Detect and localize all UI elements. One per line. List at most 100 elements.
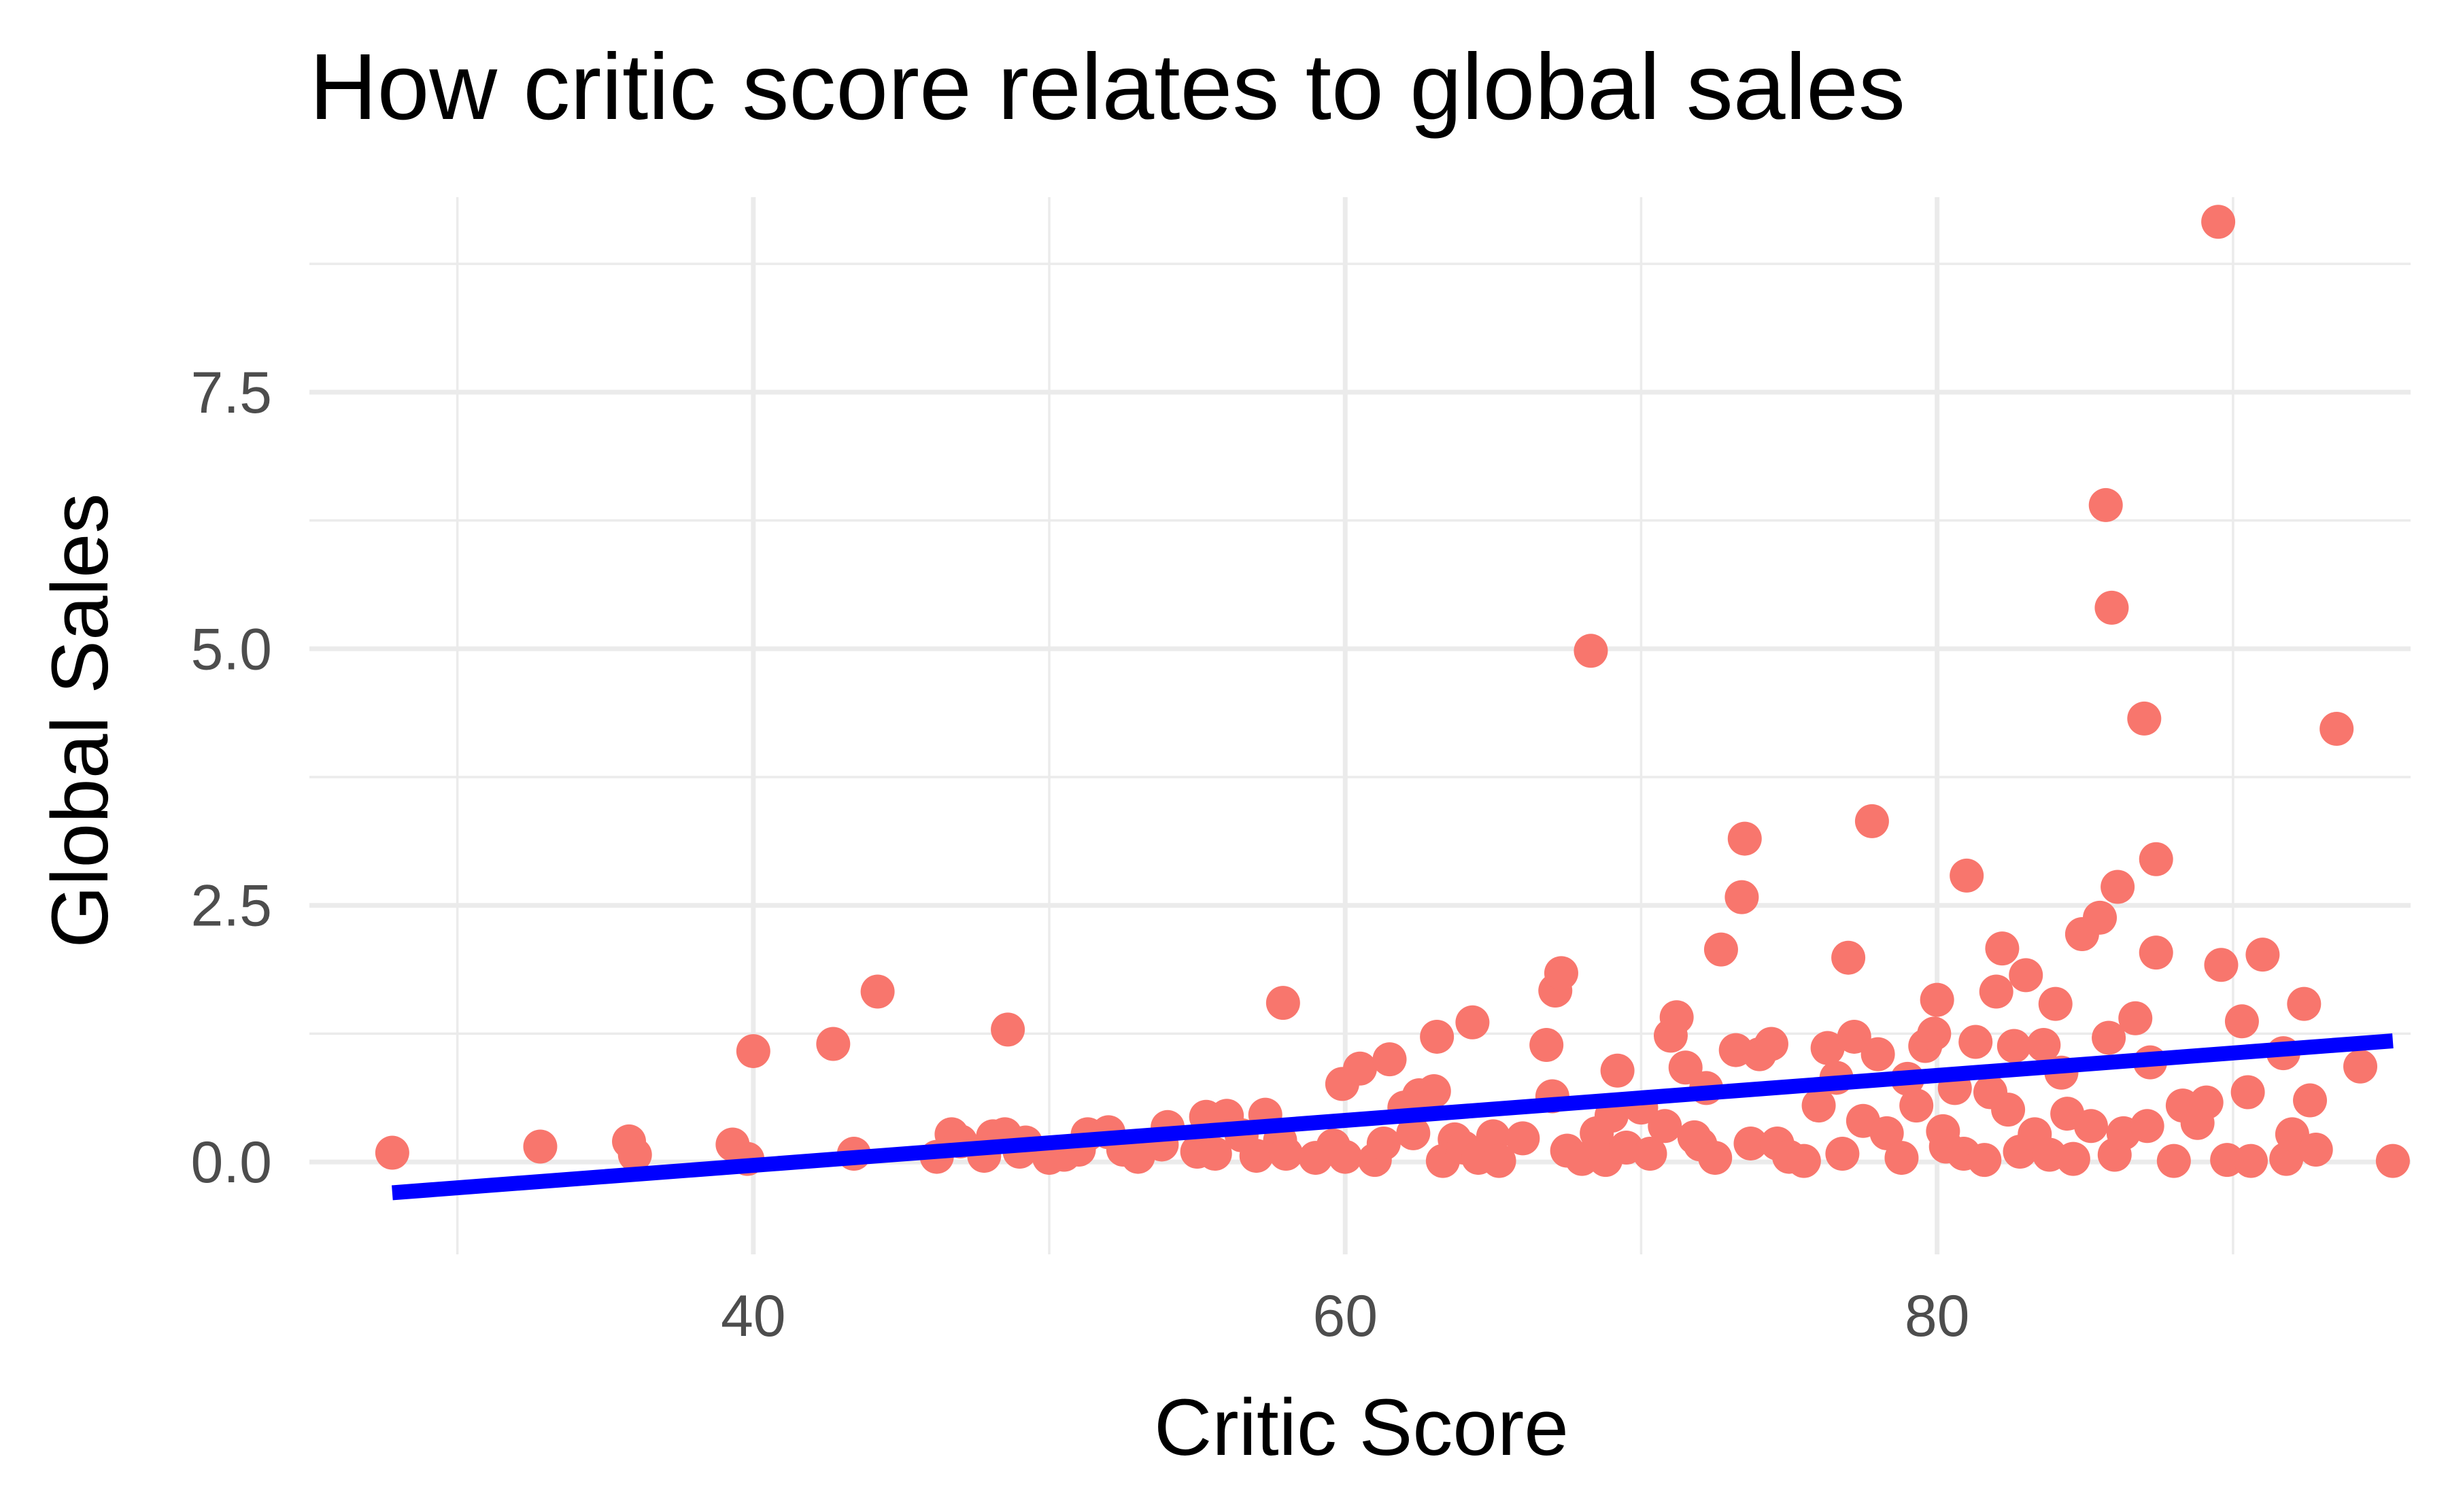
data-point bbox=[2056, 1141, 2090, 1176]
data-point bbox=[2009, 958, 2043, 993]
data-point bbox=[1574, 634, 1608, 668]
data-point bbox=[1810, 1031, 1845, 1065]
data-point bbox=[1825, 1137, 1860, 1171]
data-point bbox=[2073, 1109, 2108, 1144]
y-axis-title: Global Sales bbox=[35, 493, 125, 948]
data-point bbox=[2127, 701, 2162, 736]
grid bbox=[309, 197, 2411, 1254]
data-point bbox=[2375, 1144, 2410, 1178]
data-point bbox=[2083, 900, 2118, 935]
data-point bbox=[816, 1027, 851, 1061]
data-point bbox=[1529, 1028, 1564, 1063]
data-point bbox=[991, 1012, 1025, 1047]
data-point bbox=[2233, 1144, 2268, 1178]
data-point bbox=[2319, 712, 2354, 746]
data-point bbox=[2139, 842, 2173, 876]
data-point bbox=[1420, 1019, 1455, 1054]
data-point bbox=[1416, 1073, 1451, 1108]
data-point bbox=[2201, 205, 2236, 239]
data-point bbox=[1991, 1093, 2026, 1127]
data-point bbox=[1754, 1027, 1788, 1061]
data-point bbox=[860, 974, 895, 1009]
data-point bbox=[2189, 1085, 2224, 1120]
data-point bbox=[1786, 1144, 1821, 1178]
data-point bbox=[1265, 986, 1300, 1020]
data-point bbox=[1979, 974, 2013, 1009]
data-point bbox=[2343, 1049, 2378, 1084]
data-point bbox=[1343, 1051, 1377, 1086]
x-axis-ticks: 40 60 80 bbox=[721, 1284, 1970, 1349]
y-tick-label: 0.0 bbox=[190, 1130, 272, 1195]
data-point bbox=[736, 1034, 770, 1069]
trendline bbox=[392, 1033, 2394, 1201]
data-point bbox=[1455, 1005, 1490, 1040]
data-point bbox=[1837, 1019, 1871, 1054]
data-point bbox=[1917, 1016, 1952, 1051]
x-tick-label: 80 bbox=[1905, 1284, 1970, 1349]
data-point bbox=[1698, 1141, 1733, 1175]
data-point bbox=[1724, 880, 1759, 914]
data-point bbox=[1727, 821, 1762, 856]
data-point bbox=[1703, 932, 1738, 967]
data-point bbox=[1197, 1137, 1232, 1171]
data-point bbox=[1899, 1088, 1934, 1123]
data-point bbox=[2230, 1075, 2265, 1110]
data-point bbox=[2245, 938, 2280, 972]
data-point bbox=[1506, 1121, 1540, 1156]
y-tick-label: 2.5 bbox=[190, 874, 272, 939]
data-point bbox=[1884, 1141, 1919, 1175]
y-axis-ticks: 0.0 2.5 5.0 7.5 bbox=[190, 360, 272, 1195]
data-point bbox=[1366, 1126, 1401, 1161]
data-point bbox=[1633, 1137, 1667, 1171]
data-point bbox=[1831, 940, 1866, 975]
data-point bbox=[2224, 1004, 2259, 1039]
data-point bbox=[2101, 870, 2135, 904]
data-point bbox=[1854, 804, 1889, 838]
data-point bbox=[1958, 1025, 1993, 1059]
data-point bbox=[1482, 1144, 1516, 1178]
chart-title: How critic score relates to global sales bbox=[309, 35, 1905, 139]
data-point bbox=[1328, 1139, 1363, 1174]
data-point bbox=[1996, 1029, 2031, 1063]
data-point bbox=[2139, 935, 2173, 970]
data-point bbox=[1659, 1000, 1694, 1035]
data-point bbox=[2094, 590, 2129, 625]
data-point bbox=[2156, 1144, 2191, 1178]
data-point bbox=[2287, 986, 2322, 1021]
data-point bbox=[1269, 1137, 1304, 1171]
data-point bbox=[1967, 1143, 2002, 1178]
data-point bbox=[2026, 1028, 2061, 1063]
y-tick-label: 5.0 bbox=[190, 617, 272, 682]
data-point bbox=[1801, 1088, 1836, 1123]
data-point bbox=[523, 1129, 558, 1164]
data-point bbox=[1869, 1116, 1904, 1150]
data-point bbox=[375, 1135, 409, 1170]
x-axis-title: Critic Score bbox=[1154, 1383, 1569, 1473]
data-point bbox=[1600, 1053, 1635, 1088]
data-point bbox=[2118, 1001, 2153, 1035]
y-tick-label: 7.5 bbox=[190, 360, 272, 426]
data-point bbox=[2130, 1109, 2164, 1144]
data-point bbox=[1372, 1042, 1407, 1077]
data-point bbox=[2088, 487, 2123, 522]
x-tick-label: 60 bbox=[1312, 1284, 1378, 1349]
data-point bbox=[617, 1137, 652, 1172]
data-point bbox=[2038, 986, 2073, 1021]
data-point bbox=[1920, 982, 1954, 1017]
data-point bbox=[1985, 931, 2020, 966]
data-point bbox=[2298, 1133, 2333, 1167]
data-point bbox=[2293, 1083, 2328, 1118]
data-point bbox=[1544, 956, 1578, 991]
data-point bbox=[1860, 1037, 1895, 1071]
data-point bbox=[2204, 948, 2239, 982]
trendline-group bbox=[392, 1033, 2394, 1201]
data-point bbox=[1733, 1126, 1768, 1161]
data-point bbox=[2092, 1020, 2126, 1055]
data-point bbox=[1950, 858, 1984, 893]
data-point bbox=[1648, 1109, 1682, 1144]
x-tick-label: 40 bbox=[721, 1284, 786, 1349]
data-point bbox=[1396, 1116, 1431, 1150]
data-point bbox=[1668, 1050, 1703, 1085]
